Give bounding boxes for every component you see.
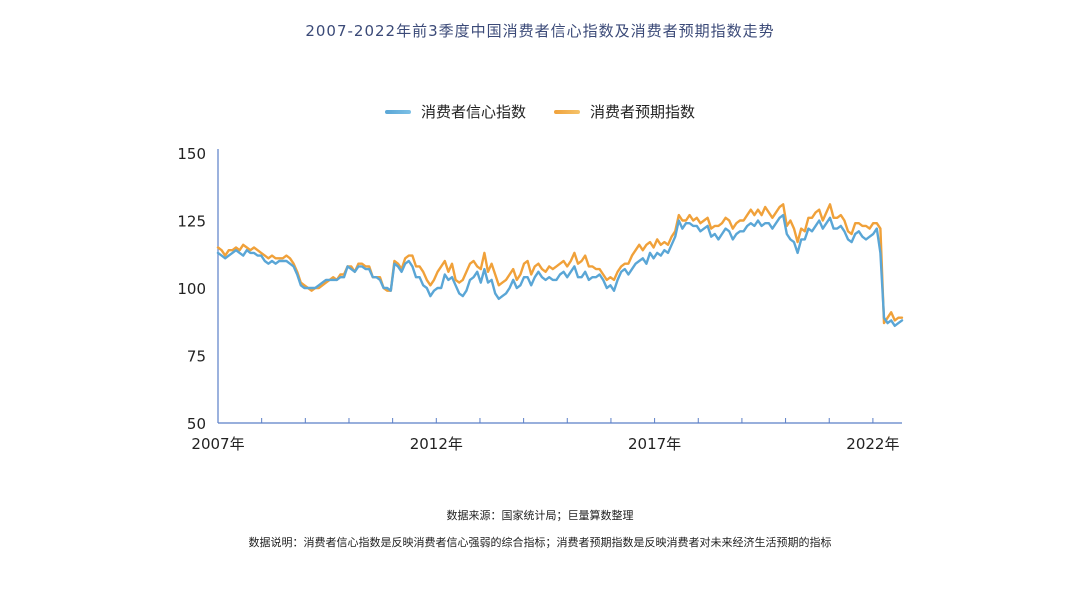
legend-item-expectation: 消费者预期指数 — [554, 101, 695, 122]
x-tick-label-2007: 2007年 — [191, 435, 244, 453]
y-tick-label-75: 75 — [187, 348, 206, 366]
y-tick-label-100: 100 — [177, 280, 206, 298]
legend-label-confidence: 消费者信心指数 — [420, 103, 526, 121]
series-confidence-line — [216, 213, 904, 327]
data-description-note: 数据说明：消费者信心指数是反映消费者信心强弱的综合指标；消费者预期指数是反映消费… — [248, 536, 832, 549]
legend-item-confidence: 消费者信心指数 — [384, 101, 526, 122]
chart-legend: 消费者信心指数 消费者预期指数 — [0, 101, 1080, 122]
legend-swatch-confidence — [384, 109, 411, 114]
x-tick-label-2012: 2012年 — [410, 435, 463, 453]
y-tick-label-50: 50 — [187, 415, 206, 433]
x-tick-label-2017: 2017年 — [628, 435, 681, 453]
legend-swatch-expectation — [554, 109, 580, 114]
chart-title: 2007-2022年前3季度中国消费者信心指数及消费者预期指数走势 — [305, 22, 775, 40]
legend-label-expectation: 消费者预期指数 — [590, 103, 696, 121]
x-tick-label-2022: 2022年 — [846, 435, 899, 453]
series-expectation-line — [216, 203, 904, 325]
y-tick-label-125: 125 — [177, 213, 206, 231]
data-source-note: 数据来源：国家统计局；巨量算数整理 — [446, 509, 634, 522]
y-tick-label-150: 150 — [177, 145, 206, 163]
